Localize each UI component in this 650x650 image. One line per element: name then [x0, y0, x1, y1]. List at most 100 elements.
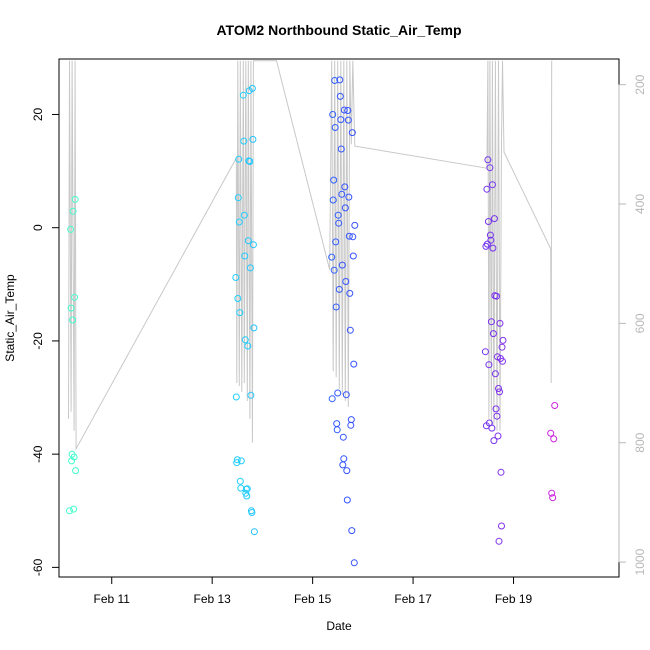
y-tick-label: -60: [31, 558, 45, 576]
data-point: [489, 330, 497, 338]
data-point: [70, 453, 78, 461]
data-point: [341, 183, 349, 191]
data-point: [346, 326, 354, 334]
points-layer: [66, 76, 559, 567]
data-point: [234, 295, 242, 302]
data-point: [237, 457, 245, 465]
data-point: [490, 437, 498, 445]
data-point: [248, 84, 256, 92]
data-point: [499, 357, 506, 365]
data-point: [72, 467, 80, 475]
data-point: [240, 137, 248, 145]
data-point: [71, 293, 79, 301]
data-point: [249, 241, 257, 249]
data-point: [497, 468, 505, 476]
data-point: [69, 316, 77, 324]
data-point: [240, 211, 248, 219]
data-point: [343, 496, 351, 504]
data-point: [345, 232, 353, 240]
y2-tick-label: 800: [633, 432, 647, 452]
data-point: [551, 402, 559, 409]
data-point: [344, 116, 352, 124]
data-point: [235, 218, 243, 226]
data-point: [337, 116, 345, 124]
data-point: [485, 361, 493, 369]
data-point: [492, 405, 500, 413]
y2-tick-label: 600: [633, 313, 647, 333]
y-tick-label: 20: [31, 108, 45, 122]
y-tick-label: -20: [31, 332, 45, 350]
data-point: [351, 221, 359, 229]
data-point: [496, 388, 503, 396]
data-point: [483, 240, 491, 248]
data-point: [338, 261, 346, 269]
data-point: [330, 266, 338, 274]
data-point: [342, 278, 350, 285]
data-point: [234, 194, 242, 202]
data-point: [481, 348, 489, 356]
data-point: [69, 207, 77, 215]
x-tick-label: Feb 13: [194, 592, 232, 606]
data-point: [235, 155, 243, 163]
data-point: [548, 489, 556, 497]
data-point: [332, 238, 340, 246]
data-point: [493, 292, 500, 300]
data-point: [491, 370, 499, 378]
data-point: [344, 107, 352, 114]
data-point: [243, 485, 251, 493]
data-point: [232, 393, 240, 401]
data-point: [498, 343, 506, 351]
x-tick-label: Feb 19: [495, 592, 533, 606]
data-point: [487, 318, 495, 326]
data-point: [336, 92, 344, 100]
data-point: [241, 252, 249, 260]
data-point: [347, 416, 355, 424]
x-tick-label: Feb 15: [294, 592, 332, 606]
altitude-line-layer: [68, 60, 553, 451]
y2-tick-label: 400: [633, 194, 647, 214]
y-tick-label: 0: [31, 224, 45, 231]
data-point: [246, 158, 254, 165]
data-point: [340, 106, 348, 114]
data-point: [349, 233, 357, 241]
data-point: [244, 237, 252, 245]
data-point: [237, 484, 245, 492]
data-point: [70, 505, 78, 513]
data-point: [335, 285, 343, 293]
data-point: [339, 433, 347, 441]
data-point: [71, 195, 79, 203]
y-tick-label: -40: [31, 445, 45, 463]
data-point: [498, 522, 505, 530]
data-point: [333, 426, 341, 434]
data-point: [340, 455, 348, 463]
data-point: [550, 435, 558, 443]
data-point: [236, 477, 244, 485]
data-point: [499, 336, 507, 344]
data-point: [331, 77, 339, 84]
data-point: [236, 309, 244, 317]
data-point: [329, 196, 337, 204]
data-point: [339, 461, 347, 469]
data-point: [348, 527, 356, 535]
data-point: [233, 459, 241, 467]
data-point: [247, 391, 255, 399]
data-point: [66, 507, 73, 515]
data-point: [484, 156, 492, 164]
data-point: [338, 190, 346, 198]
data-point: [67, 225, 75, 233]
data-point: [336, 76, 344, 84]
y-axis: -60 -40 -20 0 20: [31, 108, 60, 576]
data-point: [487, 236, 495, 244]
data-point: [494, 432, 502, 440]
data-point: [349, 252, 357, 260]
y2-tick-label: 1000: [633, 548, 647, 575]
data-point: [232, 274, 240, 281]
data-point: [239, 91, 247, 99]
data-point: [488, 424, 496, 432]
data-point: [341, 204, 349, 212]
data-point: [495, 537, 503, 545]
data-point: [348, 129, 356, 137]
data-point: [331, 124, 339, 131]
data-point: [346, 289, 354, 297]
